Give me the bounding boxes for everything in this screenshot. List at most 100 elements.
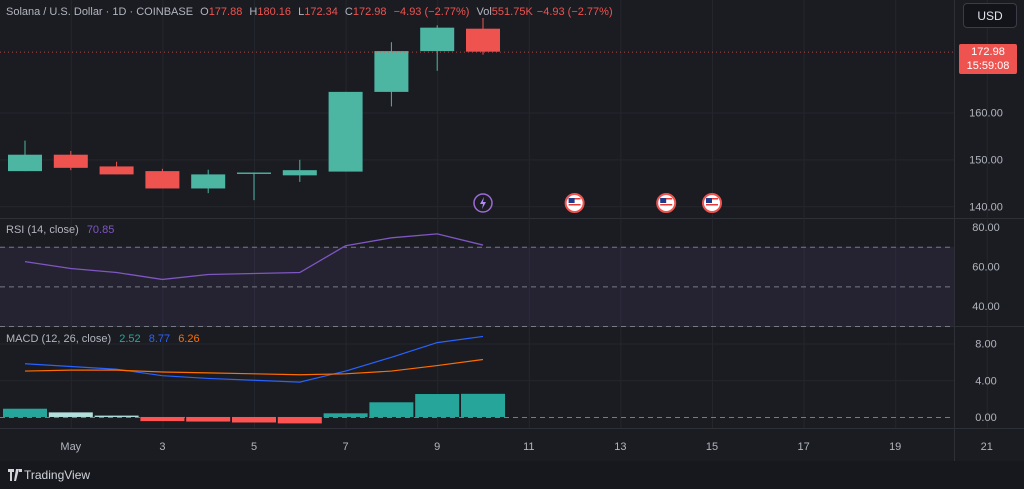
candle-body bbox=[191, 174, 226, 189]
ohlc-low: L172.34 bbox=[298, 6, 338, 18]
chart-canvas[interactable]: 140.00 150.00 160.00 40.00 60.00 80.00 0.00 4.0… bbox=[0, 0, 1024, 461]
macd-histogram-bar bbox=[232, 416, 276, 423]
macd-axis-tick-label: 4.00 bbox=[975, 375, 996, 387]
candle bbox=[145, 168, 180, 189]
rsi-axis-tick-label: 60.00 bbox=[972, 262, 1000, 274]
candle bbox=[466, 18, 500, 55]
candle bbox=[328, 91, 363, 172]
tradingview-logo-icon[interactable] bbox=[8, 469, 22, 481]
flag-stripe bbox=[660, 204, 673, 206]
low-value: 172.34 bbox=[304, 6, 338, 18]
candle-body bbox=[420, 27, 455, 52]
candle bbox=[53, 150, 88, 171]
flag-canton bbox=[660, 198, 667, 203]
close-label: C bbox=[344, 6, 353, 18]
flag-canton bbox=[568, 198, 575, 203]
macd-histogram-bar bbox=[277, 416, 322, 424]
macd-axis-tick-label: 0.00 bbox=[975, 412, 996, 424]
lightning-event-icon[interactable] bbox=[473, 193, 493, 213]
rsi-value: 70.85 bbox=[86, 224, 115, 236]
macd-hist-value: 2.52 bbox=[119, 333, 141, 345]
candle-body bbox=[282, 170, 317, 176]
rsi-title: RSI (14, close) bbox=[6, 224, 79, 236]
candle bbox=[374, 42, 409, 107]
candle-body bbox=[237, 172, 271, 174]
macd-histogram-bar bbox=[140, 416, 185, 422]
volume-info: Vol551.75K −4.93 (−2.77%) bbox=[477, 6, 613, 18]
macd-histogram-bar bbox=[186, 416, 231, 422]
low-label: L bbox=[298, 6, 305, 18]
ohlc-close: C172.98 bbox=[345, 6, 387, 18]
high-label: H bbox=[249, 6, 258, 18]
flag-stripe bbox=[568, 204, 581, 206]
macd-histogram-bar bbox=[323, 413, 368, 417]
flag-canton bbox=[706, 198, 712, 203]
macd-histogram-bar bbox=[369, 402, 414, 417]
macd-histogram-bar bbox=[48, 412, 93, 417]
candle-body bbox=[99, 166, 134, 175]
candle-body bbox=[466, 28, 500, 52]
flag-stripe bbox=[568, 207, 581, 209]
macd-signal-line bbox=[24, 358, 484, 376]
lightning-bolt bbox=[480, 197, 486, 209]
macd-histogram-bar bbox=[3, 408, 47, 417]
volume-value: 551.75K bbox=[491, 6, 533, 18]
macd-histogram-bar bbox=[415, 394, 460, 417]
candle-body bbox=[145, 171, 180, 189]
ohlc-open: O177.88 bbox=[200, 6, 242, 18]
symbol-title[interactable]: Solana / U.S. Dollar · 1D · COINBASE bbox=[6, 6, 194, 18]
time-axis-tick-label: 15 bbox=[706, 441, 718, 453]
macd-legend[interactable]: MACD (12, 26, close) 2.52 8.77 6.26 bbox=[6, 333, 205, 345]
time-axis-tick-label: May bbox=[60, 441, 81, 453]
bar-countdown: 15:59:08 bbox=[966, 60, 1010, 72]
candle bbox=[282, 159, 317, 182]
price-axis-tick-label: 160.00 bbox=[969, 108, 1003, 120]
macd-signal-value: 6.26 bbox=[178, 333, 200, 345]
rsi-legend[interactable]: RSI (14, close) 70.85 bbox=[6, 224, 119, 236]
last-price-tag: 172.98 15:59:08 bbox=[959, 44, 1017, 74]
price-change: −4.93 (−2.77%) bbox=[393, 6, 470, 18]
us-flag-event-icon[interactable] bbox=[702, 193, 722, 213]
open-label: O bbox=[200, 6, 209, 18]
time-axis-tick-label: 19 bbox=[889, 441, 901, 453]
macd-histogram-bar bbox=[461, 393, 505, 417]
flag-stripe bbox=[706, 204, 718, 206]
macd-histogram-bar bbox=[94, 415, 139, 417]
us-flag-event-icon[interactable] bbox=[656, 193, 677, 213]
time-axis-tick-label: 11 bbox=[523, 441, 534, 453]
ohlc-high: H180.16 bbox=[249, 6, 291, 18]
volume-label: Vol bbox=[476, 6, 492, 18]
symbol-legend: Solana / U.S. Dollar · 1D · COINBASE O17… bbox=[6, 6, 617, 18]
candle-body bbox=[374, 51, 409, 92]
macd-line bbox=[24, 335, 484, 383]
high-value: 180.16 bbox=[257, 6, 292, 18]
flag-stripe bbox=[660, 207, 673, 209]
price-axis-tick-label: 150.00 bbox=[969, 154, 1003, 166]
time-axis-tick-label: 5 bbox=[251, 441, 257, 453]
last-price: 172.98 bbox=[971, 46, 1005, 58]
currency-button[interactable]: USD bbox=[963, 3, 1017, 28]
macd-line-value: 8.77 bbox=[148, 333, 171, 345]
open-value: 177.88 bbox=[208, 6, 243, 18]
candle bbox=[237, 172, 271, 201]
candle bbox=[420, 25, 455, 71]
candle bbox=[8, 140, 42, 172]
footer-bar: TradingView bbox=[0, 461, 1024, 489]
rsi-axis-tick-label: 80.00 bbox=[972, 222, 1000, 234]
macd-axis-tick-label: 8.00 bbox=[975, 339, 996, 351]
time-axis-tick-label: 21 bbox=[981, 441, 993, 453]
candle-body bbox=[8, 154, 42, 172]
chart-background bbox=[0, 0, 1024, 461]
rsi-line bbox=[24, 233, 484, 281]
flag-stripe bbox=[706, 207, 718, 209]
time-axis-tick-label: 9 bbox=[434, 441, 440, 453]
time-axis-tick-label: 3 bbox=[159, 441, 165, 453]
us-flag-event-icon[interactable] bbox=[564, 193, 585, 213]
candle-body bbox=[328, 91, 363, 172]
close-value: 172.98 bbox=[352, 6, 387, 18]
tradingview-brand[interactable]: TradingView bbox=[24, 468, 91, 482]
time-axis-tick-label: 7 bbox=[343, 441, 349, 453]
time-axis-tick-label: 17 bbox=[797, 441, 809, 453]
candle-body bbox=[53, 154, 88, 168]
